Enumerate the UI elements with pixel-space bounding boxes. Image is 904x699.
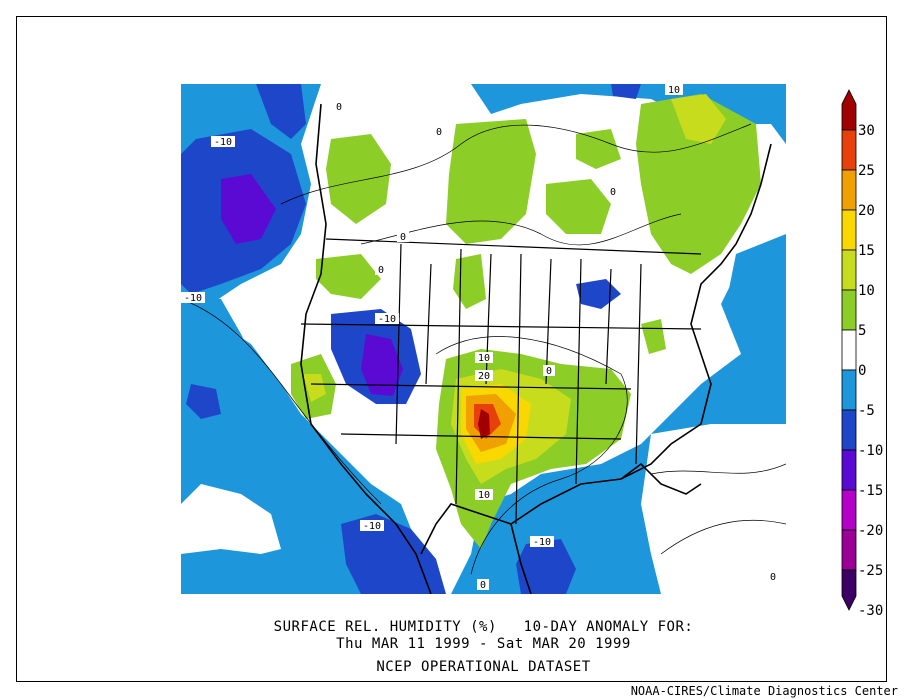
title-line-2: Thu MAR 11 1999 - Sat MAR 20 1999 [336,636,631,652]
colorbar-tick-label: 20 [858,203,875,219]
colorbar-swatch [841,529,857,571]
contour-label: -10 [184,293,202,304]
anomaly-map: 10 -10 0 0 -10 0 0 0 0 -10 10 20 10 -10 … [181,84,786,594]
colorbar-tick-label: 30 [858,123,875,139]
contour-label: 0 [336,102,342,113]
colorbar-swatch [841,129,857,171]
colorbar-tick-label: 15 [858,243,875,259]
colorbar-swatch [841,329,857,371]
colorbar: 30 25 20 15 10 5 0 -5 -10 -15 -20 -25 -30 [841,89,883,619]
colorbar-tick-label: 0 [858,363,866,379]
contour-label: -10 [214,137,232,148]
title-line-3: NCEP OPERATIONAL DATASET [376,659,591,675]
colorbar-swatch [841,289,857,331]
colorbar-tick-label: -15 [858,483,883,499]
colorbar-swatch [841,169,857,211]
colorbar-swatch [841,369,857,411]
colorbar-tick-label: -30 [858,603,883,619]
contour-label: 10 [668,85,680,96]
map-svg: 10 -10 0 0 -10 0 0 0 0 -10 10 20 10 -10 … [181,84,786,594]
contour-label: 0 [770,572,776,583]
contour-label: 10 [478,353,490,364]
contour-label: 0 [378,265,384,276]
contour-label: 20 [478,371,490,382]
footer-credit: NOAA-CIRES/Climate Diagnostics Center [630,684,898,698]
colorbar-swatch [841,409,857,451]
contour-label: -10 [533,537,551,548]
plot-frame [16,16,887,682]
contour-label: 0 [480,580,486,591]
colorbar-tick-label: -25 [858,563,883,579]
contour-label: 0 [400,232,406,243]
contour-label: -10 [378,314,396,325]
colorbar-swatch [841,209,857,251]
contour-label: 0 [610,187,616,198]
colorbar-swatch [841,569,857,611]
colorbar-swatch [841,449,857,491]
contour-label: 0 [436,127,442,138]
colorbar-swatch [841,89,857,131]
title-line-1: SURFACE REL. HUMIDITY (%) 10-DAY ANOMALY… [273,619,694,635]
contour-label: -10 [363,521,381,532]
contour-label: 10 [478,490,490,501]
colorbar-tick-label: 25 [858,163,875,179]
colorbar-tick-label: -20 [858,523,883,539]
contour-label: 0 [546,366,552,377]
colorbar-tick-label: 10 [858,283,875,299]
colorbar-tick-label: -10 [858,443,883,459]
colorbar-tick-label: -5 [858,403,875,419]
colorbar-swatch [841,489,857,531]
colorbar-swatch [841,249,857,291]
colorbar-tick-label: 5 [858,323,866,339]
